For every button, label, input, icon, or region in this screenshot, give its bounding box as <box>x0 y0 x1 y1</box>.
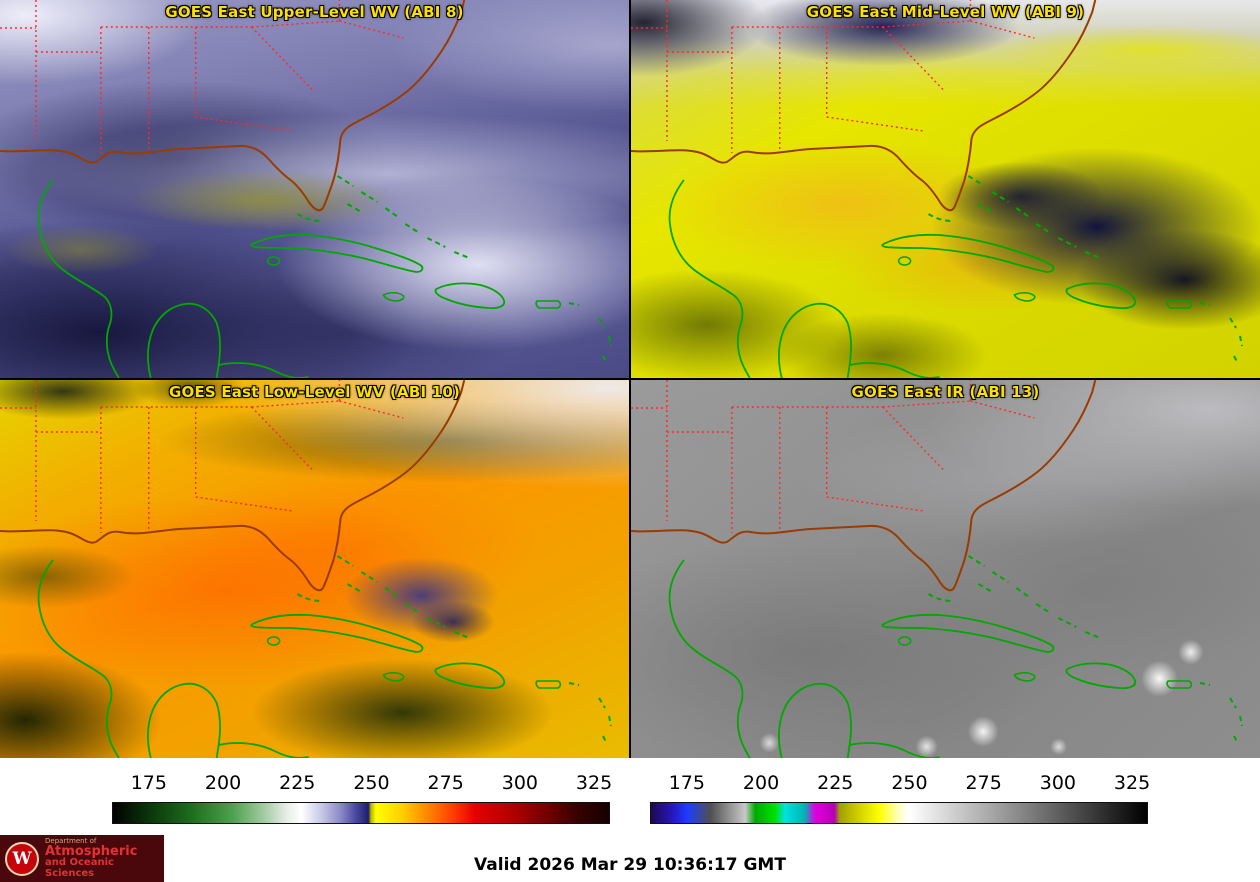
map-overlay <box>0 0 613 378</box>
panel-upper-level-wv: GOES East Upper-Level WV (ABI 8) <box>0 0 629 378</box>
colorbar-tick-label: 175 <box>668 772 705 794</box>
uw-logo-text: Department of Atmospheric and Oceanic Sc… <box>45 836 164 880</box>
logo-department-of: Department of <box>45 836 97 845</box>
satellite-quad-view: GOES East Upper-Level WV (ABI 8) GOES Ea… <box>0 0 1260 758</box>
colorbar-tick-label: 300 <box>501 772 538 794</box>
colorbar-tick-label: 175 <box>130 772 167 794</box>
colorbar-tick-label: 275 <box>965 772 1002 794</box>
wv-colorbar <box>112 802 610 824</box>
ir-colorbar-group: 175 200 225 250 275 300 325 <box>630 772 1260 824</box>
panel-title-ir: GOES East IR (ABI 13) <box>851 383 1040 401</box>
uw-aos-logo: W Department of Atmospheric and Oceanic … <box>0 835 164 882</box>
wv-colorbar-group: 175 200 225 250 275 300 325 <box>0 772 630 824</box>
colorbar-tick-label: 325 <box>575 772 613 794</box>
uw-crest-icon: W <box>5 841 39 876</box>
panel-mid-level-wv: GOES East Mid-Level WV (ABI 9) <box>631 0 1260 378</box>
valid-time: Valid 2026 Mar 29 10:36:17 GMT <box>474 855 786 875</box>
footer: 175 200 225 250 275 300 325 175 200 225 … <box>0 758 1260 882</box>
colorbar-tick-label: 250 <box>353 772 390 794</box>
colorbar-tick-label: 325 <box>1113 772 1151 794</box>
map-overlay <box>0 380 613 758</box>
panel-title-mid-wv: GOES East Mid-Level WV (ABI 9) <box>806 3 1085 21</box>
map-overlay <box>631 380 1244 758</box>
logo-oceanic: and Oceanic Sciences <box>45 857 114 879</box>
colorbar-tick-label: 275 <box>427 772 464 794</box>
ir-colorbar-labels: 175 200 225 250 275 300 325 <box>650 772 1151 798</box>
colorbar-tick-label: 225 <box>279 772 316 794</box>
logo-atmospheric: Atmospheric <box>45 843 138 859</box>
colorbar-tick-label: 200 <box>204 772 242 794</box>
colorbar-tick-label: 300 <box>1039 772 1076 794</box>
panel-title-upper-wv: GOES East Upper-Level WV (ABI 8) <box>165 3 464 21</box>
panel-title-low-wv: GOES East Low-Level WV (ABI 10) <box>168 383 461 401</box>
colorbar-tick-label: 200 <box>742 772 780 794</box>
panel-ir: GOES East IR (ABI 13) <box>631 380 1260 758</box>
colorbar-tick-label: 250 <box>891 772 928 794</box>
panel-low-level-wv: GOES East Low-Level WV (ABI 10) <box>0 380 629 758</box>
ir-colorbar <box>650 802 1148 824</box>
wv-colorbar-labels: 175 200 225 250 275 300 325 <box>112 772 613 798</box>
colorbar-tick-label: 225 <box>817 772 854 794</box>
map-overlay <box>631 0 1244 378</box>
